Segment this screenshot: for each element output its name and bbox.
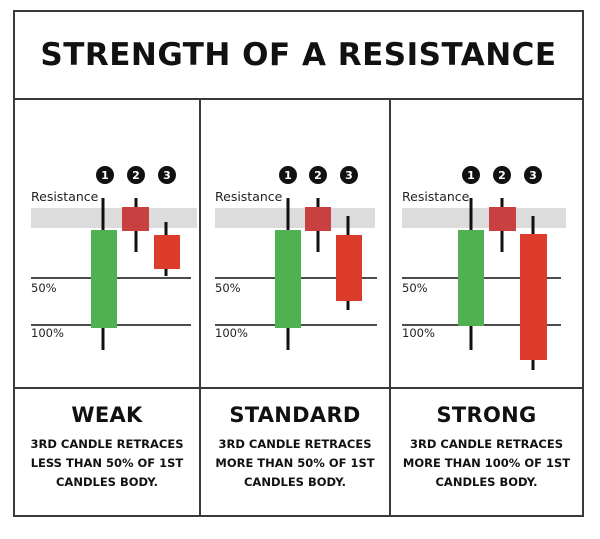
candle-chart-standard: Resistance 50% 100% 1 2 3	[215, 166, 377, 350]
level-50-label: 50%	[402, 281, 428, 295]
infographic-frame: STRENGTH OF A RESISTANCE Resistance 50% …	[13, 10, 584, 517]
level-50-label: 50%	[31, 281, 57, 295]
description: 3RD CANDLE RETRACES MORE THAN 50% OF 1ST…	[201, 435, 389, 492]
panel-weak: Resistance 50% 100% 1 2	[15, 100, 201, 517]
level-100-label: 100%	[402, 326, 435, 340]
resistance-label: Resistance	[215, 189, 283, 204]
description-line: CANDLES BODY.	[55, 475, 159, 489]
page-title: STRENGTH OF A RESISTANCE	[15, 12, 582, 100]
candle-diagram-standard: Resistance 50% 100% 1 2 3	[201, 100, 389, 389]
candle-chart-weak: Resistance 50% 100% 1 2	[31, 166, 197, 350]
description-line: LESS THAN 50% OF 1ST	[30, 456, 184, 470]
description-line: CANDLES BODY.	[435, 475, 538, 489]
resistance-label: Resistance	[31, 189, 99, 204]
candle-1-body	[275, 230, 301, 328]
candle-2-body	[122, 207, 149, 231]
resistance-band	[31, 208, 197, 228]
marker-2	[493, 166, 511, 184]
resistance-band	[402, 208, 566, 228]
marker-1-label: 1	[284, 169, 292, 182]
marker-3	[158, 166, 176, 184]
panel-strong: Resistance 50% 100% 1 2 3 STRONG	[391, 100, 582, 517]
marker-2-label: 2	[498, 169, 506, 182]
resistance-label: Resistance	[402, 189, 470, 204]
marker-1	[462, 166, 480, 184]
verdict-label: STANDARD	[229, 403, 361, 427]
marker-3-label: 3	[345, 169, 353, 182]
candle-diagram-weak: Resistance 50% 100% 1 2	[15, 100, 199, 389]
marker-2	[127, 166, 145, 184]
candle-1-body	[91, 230, 117, 328]
description-line: 3RD CANDLE RETRACES	[218, 437, 372, 451]
description: 3RD CANDLE RETRACES LESS THAN 50% OF 1ST…	[15, 435, 199, 492]
description: 3RD CANDLE RETRACES MORE THAN 100% OF 1S…	[391, 435, 582, 492]
level-100-label: 100%	[31, 326, 64, 340]
candle-3-body	[154, 235, 180, 269]
marker-1	[279, 166, 297, 184]
panel-standard: Resistance 50% 100% 1 2 3 STANDARD	[201, 100, 391, 517]
candle-diagram-strong: Resistance 50% 100% 1 2 3	[391, 100, 582, 389]
marker-2-label: 2	[132, 169, 140, 182]
level-50-label: 50%	[215, 281, 241, 295]
marker-1	[96, 166, 114, 184]
candle-1-body	[458, 230, 484, 326]
marker-3	[340, 166, 358, 184]
verdict-label: WEAK	[71, 403, 143, 427]
description-line: MORE THAN 50% OF 1ST	[215, 456, 375, 470]
candle-2-body	[305, 207, 331, 231]
candle-2-body	[489, 207, 516, 231]
verdict-label: STRONG	[436, 403, 537, 427]
marker-3-label: 3	[163, 169, 171, 182]
caption-standard: STANDARD 3RD CANDLE RETRACES MORE THAN 5…	[201, 389, 389, 517]
marker-2	[309, 166, 327, 184]
caption-weak: WEAK 3RD CANDLE RETRACES LESS THAN 50% O…	[15, 389, 199, 517]
candle-3-body	[520, 234, 547, 360]
description-line: MORE THAN 100% OF 1ST	[402, 456, 571, 470]
level-100-label: 100%	[215, 326, 248, 340]
marker-1-label: 1	[467, 169, 475, 182]
candle-3-body	[336, 235, 362, 301]
candle-chart-strong: Resistance 50% 100% 1 2 3	[402, 166, 566, 370]
marker-1-label: 1	[101, 169, 109, 182]
marker-2-label: 2	[314, 169, 322, 182]
description-line: CANDLES BODY.	[243, 475, 347, 489]
marker-3	[524, 166, 542, 184]
description-line: 3RD CANDLE RETRACES	[30, 437, 184, 451]
caption-strong: STRONG 3RD CANDLE RETRACES MORE THAN 100…	[391, 389, 582, 517]
description-line: 3RD CANDLE RETRACES	[410, 437, 563, 451]
marker-3-label: 3	[529, 169, 537, 182]
resistance-band	[215, 208, 375, 228]
